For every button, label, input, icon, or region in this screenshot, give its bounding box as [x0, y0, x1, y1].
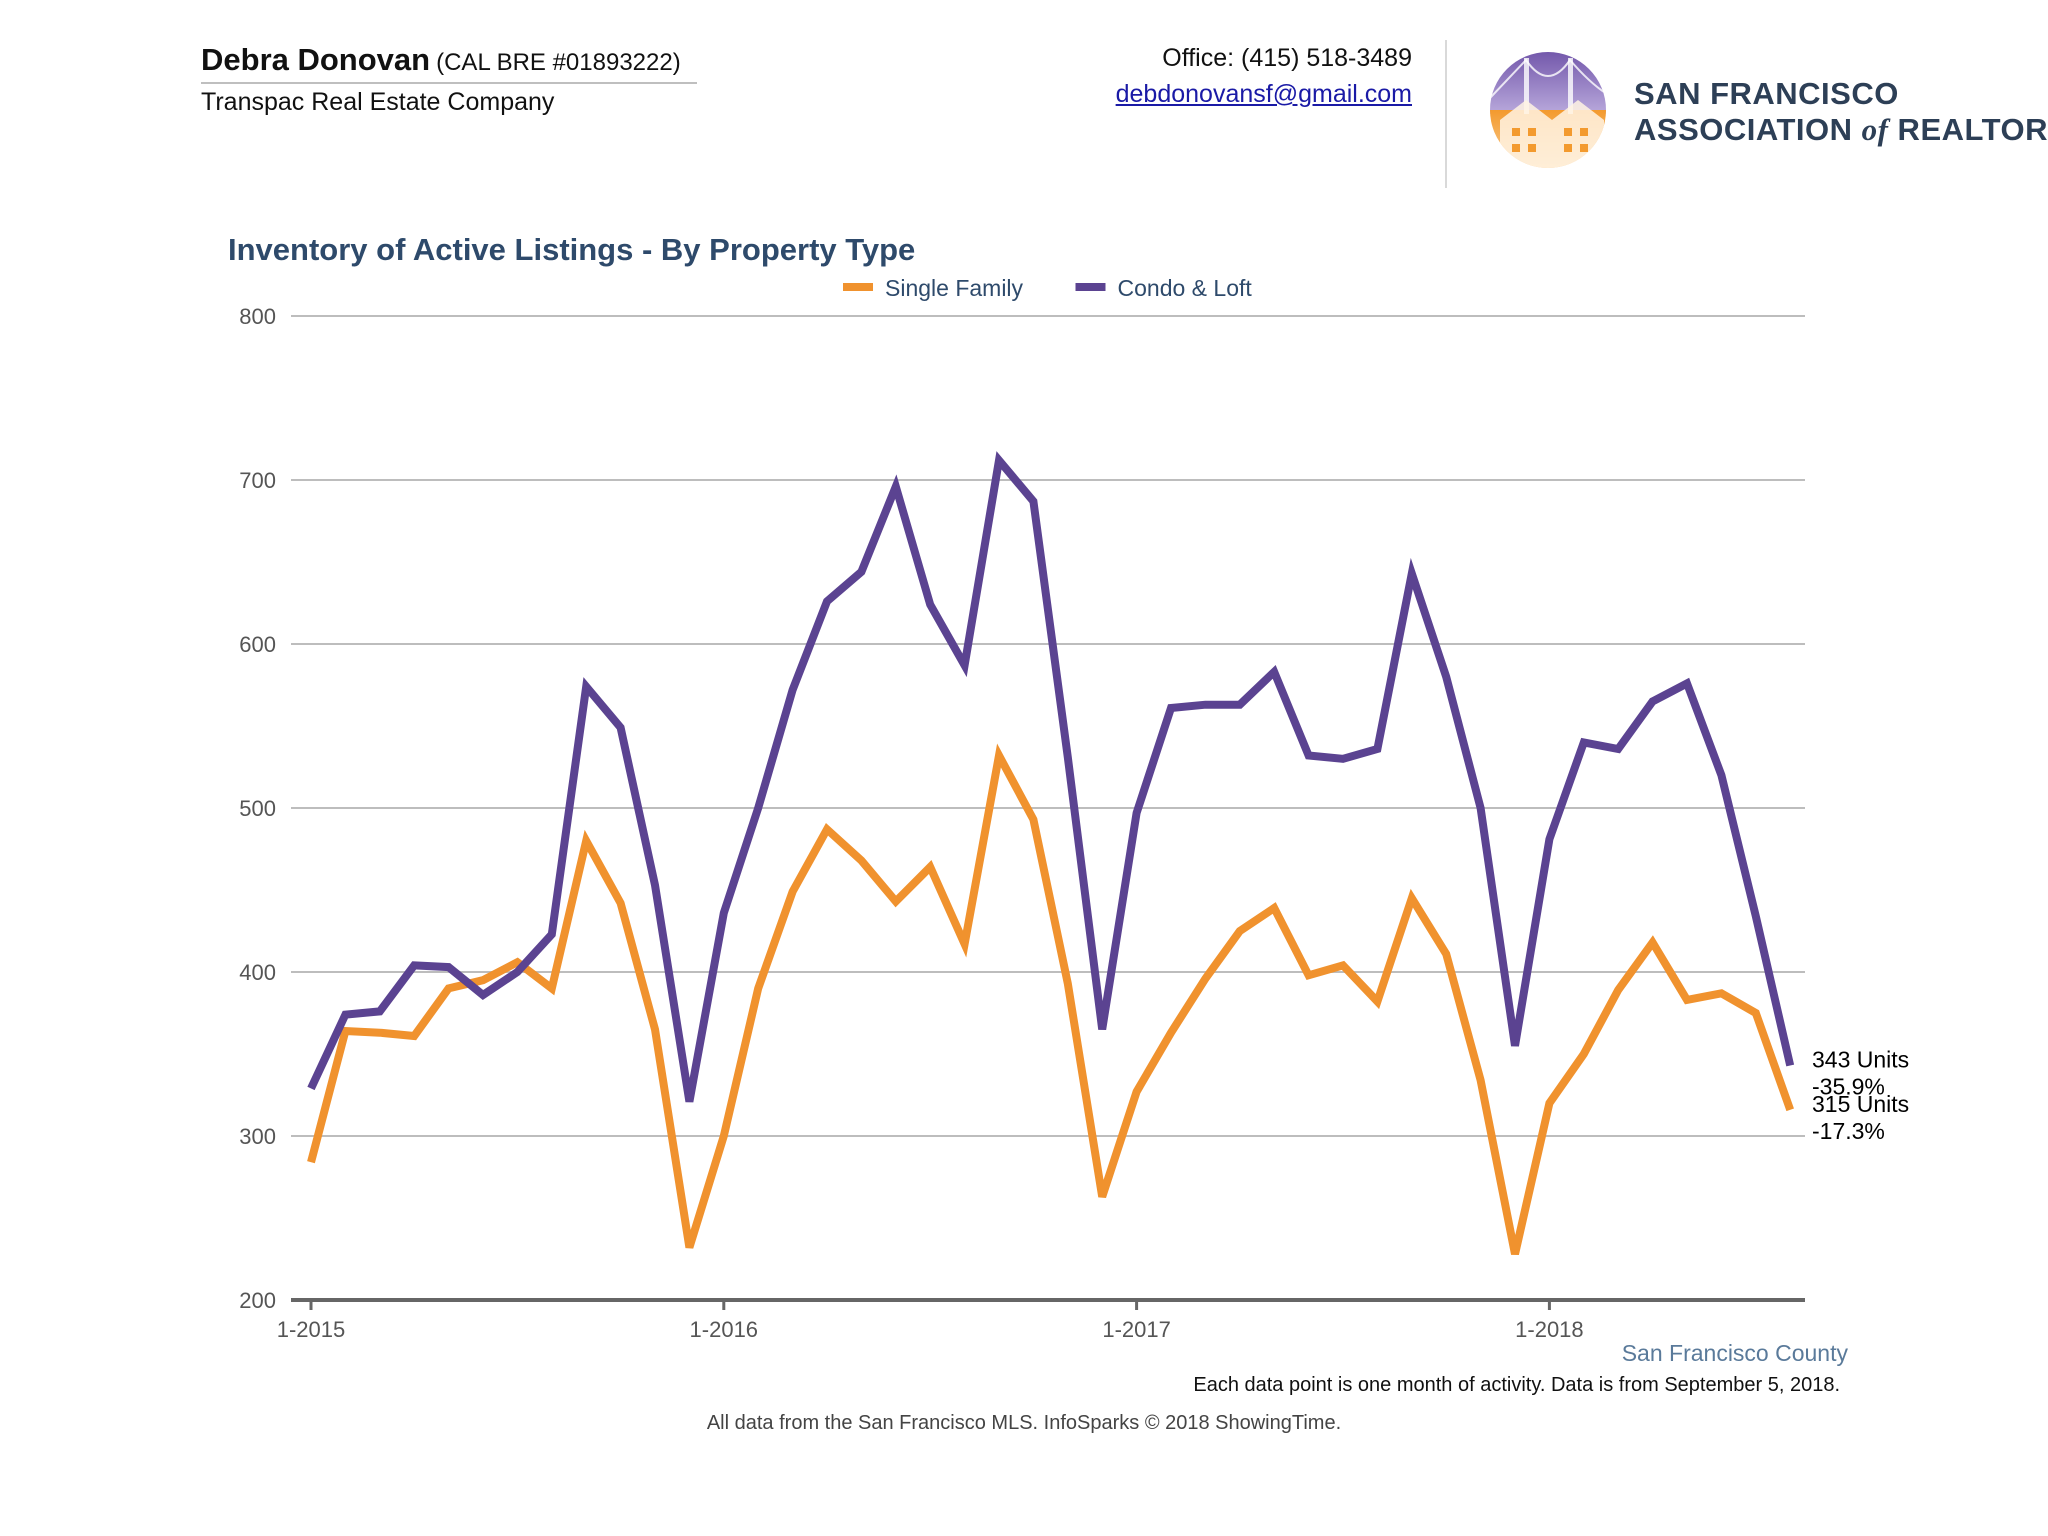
data-note: Each data point is one month of activity… [1193, 1374, 1840, 1396]
y-tick-label: 700 [239, 468, 276, 493]
x-axis: 1-2015 1-2016 1-2017 1-2018 [277, 1298, 1805, 1342]
series-line-condo-loft [307, 451, 1795, 1103]
agent-license: (CAL BRE #01893222) [436, 49, 681, 76]
legend: Single Family Condo & Loft [843, 275, 1252, 301]
source-note: All data from the San Francisco MLS. Inf… [706, 1412, 1342, 1434]
x-tick-label: 1-2016 [690, 1317, 759, 1342]
series-lines [307, 451, 1795, 1255]
x-tick-label: 1-2015 [277, 1317, 346, 1342]
y-tick-label: 500 [239, 796, 276, 821]
legend-swatch [843, 283, 873, 291]
agent-divider [201, 82, 697, 84]
y-tick-label: 200 [239, 1288, 276, 1313]
agent-company: Transpac Real Estate Company [201, 88, 555, 116]
chart-title: Inventory of Active Listings - By Proper… [228, 232, 916, 267]
region-label: San Francisco County [1621, 1340, 1848, 1366]
end-labels: 315 Units-17.3% 343 Units-35.9% [1812, 1046, 1909, 1143]
golden-gate-houses-logo-icon [1490, 52, 1606, 168]
end-label-change: -35.9% [1812, 1073, 1885, 1099]
association-name: SAN FRANCISCO [1634, 76, 1899, 111]
email-link[interactable]: debdonovansf@gmail.com [1115, 80, 1412, 108]
legend-label: Single Family [885, 275, 1024, 301]
grid-lines [291, 315, 1805, 1137]
y-tick-label: 800 [239, 304, 276, 329]
x-tick-label: 1-2017 [1102, 1317, 1171, 1342]
y-tick-label: 600 [239, 632, 276, 657]
end-label-units: 315 Units [1812, 1091, 1909, 1117]
legend-label: Condo & Loft [1118, 275, 1253, 301]
header-divider [1445, 40, 1447, 188]
agent-name: Debra Donovan (CAL BRE #01893222) [201, 42, 681, 77]
end-label-units: 343 Units [1812, 1046, 1909, 1072]
x-tick-label: 1-2018 [1515, 1317, 1584, 1342]
y-tick-label: 400 [239, 960, 276, 985]
office-phone: Office: (415) 518-3489 [1162, 44, 1412, 72]
series-line-single-family [307, 743, 1794, 1255]
legend-swatch [1075, 283, 1106, 291]
y-tick-label: 300 [239, 1124, 276, 1149]
end-label-change: -17.3% [1812, 1118, 1885, 1144]
y-axis-labels: 200 300 400 500 600 700 800 [239, 304, 276, 1313]
association-name-line2: ASSOCIATION of REALTORS® [1634, 112, 2048, 147]
